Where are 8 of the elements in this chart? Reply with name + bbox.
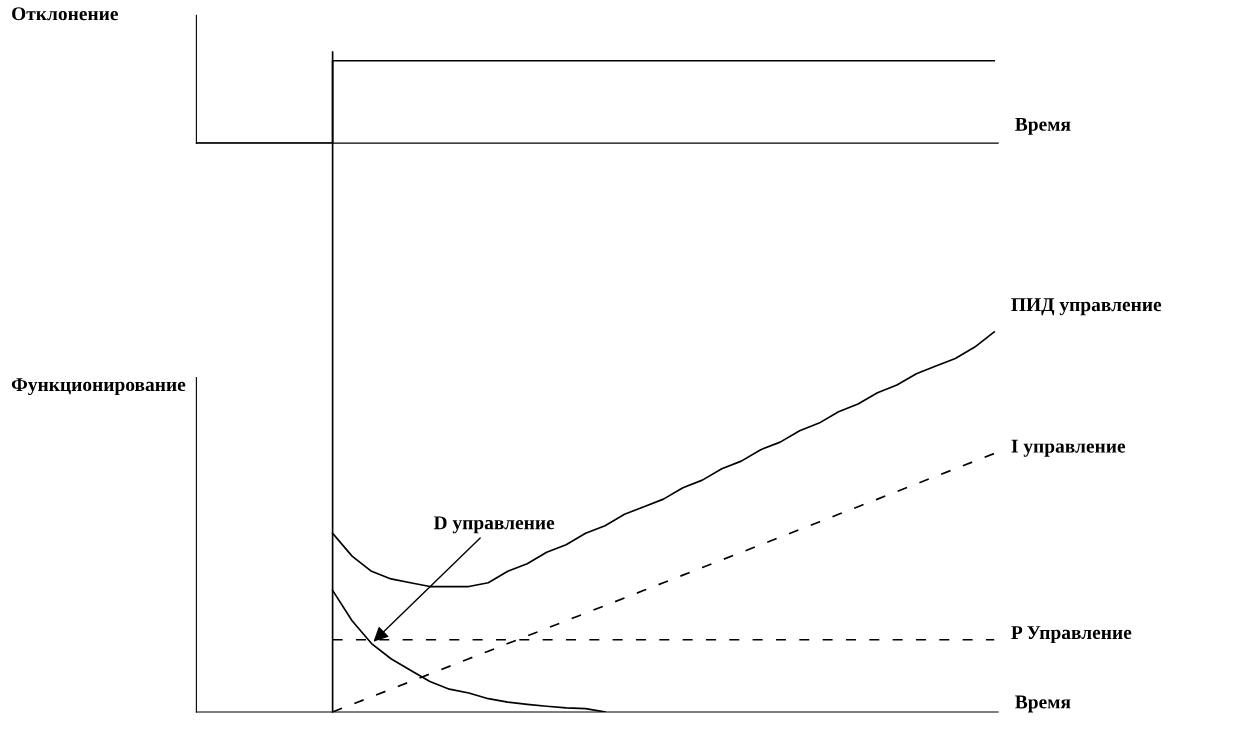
series-label: I управление [1011,439,1126,457]
series-label: P Управление [1011,626,1132,644]
x-axis-title: Время [1015,117,1071,135]
series-label: ПИД управление [1011,298,1162,316]
y-axis-title: Функционирование [11,378,186,396]
x-axis-title: Время [1015,695,1071,713]
text: D управление [433,516,555,534]
y-axis-title: Отклонение [12,7,118,21]
